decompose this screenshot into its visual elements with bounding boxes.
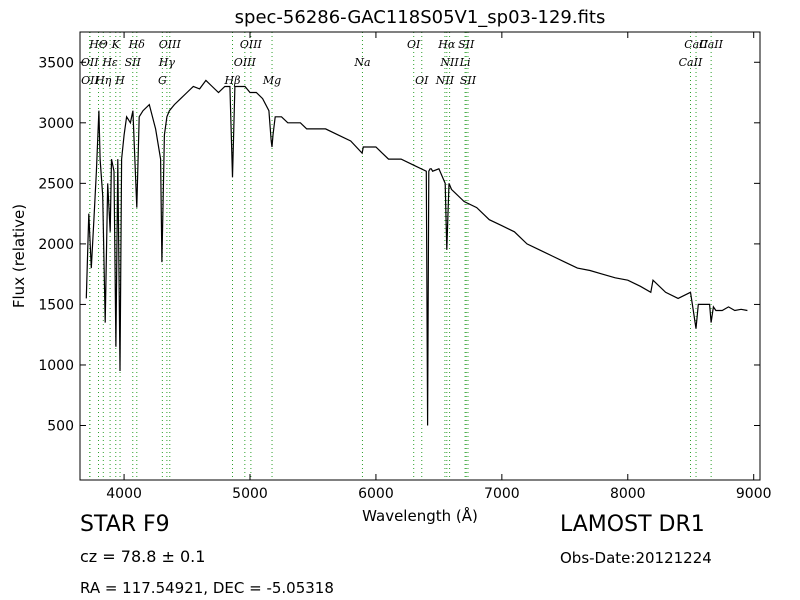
- object-classification: STAR F9: [80, 512, 170, 537]
- line-marker-label: CaII: [699, 38, 723, 51]
- x-tick-label: 9000: [736, 486, 772, 502]
- chart-title: spec-56286-GAC118S05V1_sp03-129.fits: [235, 7, 606, 28]
- line-marker-label: SII: [125, 56, 142, 69]
- y-tick-label: 3500: [38, 55, 74, 71]
- spectrum-line: [85, 79, 748, 426]
- line-marker-label: CaII: [679, 56, 703, 69]
- line-marker-label: Hα: [437, 38, 456, 51]
- spectral-line-markers: [89, 32, 712, 480]
- line-marker-label: OI: [407, 38, 421, 51]
- x-axis-ticks: 4000 5000 6000 7000 8000 9000: [106, 32, 772, 502]
- observation-date: Obs-Date:20121224: [560, 549, 712, 567]
- line-marker-label: OIII: [159, 38, 182, 51]
- line-marker-label: G: [158, 74, 167, 87]
- line-marker-label: NII: [439, 56, 459, 69]
- y-tick-label: 1500: [38, 297, 74, 313]
- line-marker-label: CaII: [684, 38, 708, 51]
- line-marker-label: OI: [415, 74, 429, 87]
- x-tick-label: 7000: [484, 486, 520, 502]
- line-marker-label: Hδ: [128, 38, 146, 51]
- line-marker-label: SII: [458, 38, 475, 51]
- line-marker-label: HΘ: [88, 38, 108, 51]
- line-marker-label: OII: [81, 56, 99, 69]
- x-tick-label: 6000: [358, 486, 394, 502]
- line-marker-label: Li: [459, 56, 471, 69]
- line-marker-label: Hε: [101, 56, 118, 69]
- line-marker-label: OIII: [234, 56, 257, 69]
- line-marker-label: K: [111, 38, 121, 51]
- y-tick-label: 2000: [38, 237, 74, 253]
- y-tick-label: 3000: [38, 116, 74, 132]
- y-tick-label: 2500: [38, 176, 74, 192]
- y-axis-label: Flux (relative): [10, 204, 28, 308]
- line-marker-label: H: [114, 74, 125, 87]
- line-marker-label: OIII: [240, 38, 263, 51]
- line-marker-label: OII: [81, 74, 99, 87]
- line-marker-label: SII: [460, 74, 477, 87]
- x-tick-label: 8000: [610, 486, 646, 502]
- line-marker-label: Hγ: [158, 56, 176, 69]
- coordinates: RA = 117.54921, DEC = -5.05318: [80, 579, 334, 597]
- line-marker-label: Mg: [262, 74, 281, 87]
- y-tick-label: 1000: [38, 358, 74, 374]
- y-axis-ticks: 500 1000 1500 2000 2500 3000 3500: [38, 55, 760, 435]
- plot-frame: [79, 31, 761, 481]
- line-marker-label: Hβ: [224, 74, 241, 87]
- redshift-value: cz = 78.8 ± 0.1: [80, 547, 206, 566]
- line-marker-label: Na: [353, 56, 370, 69]
- survey-name: LAMOST DR1: [560, 512, 705, 537]
- y-tick-label: 500: [47, 419, 74, 435]
- x-axis-label: Wavelength (Å): [362, 506, 478, 525]
- line-marker-label: NII: [435, 74, 455, 87]
- line-marker-label: Hη: [94, 74, 112, 87]
- x-tick-label: 4000: [106, 486, 142, 502]
- x-tick-label: 5000: [232, 486, 268, 502]
